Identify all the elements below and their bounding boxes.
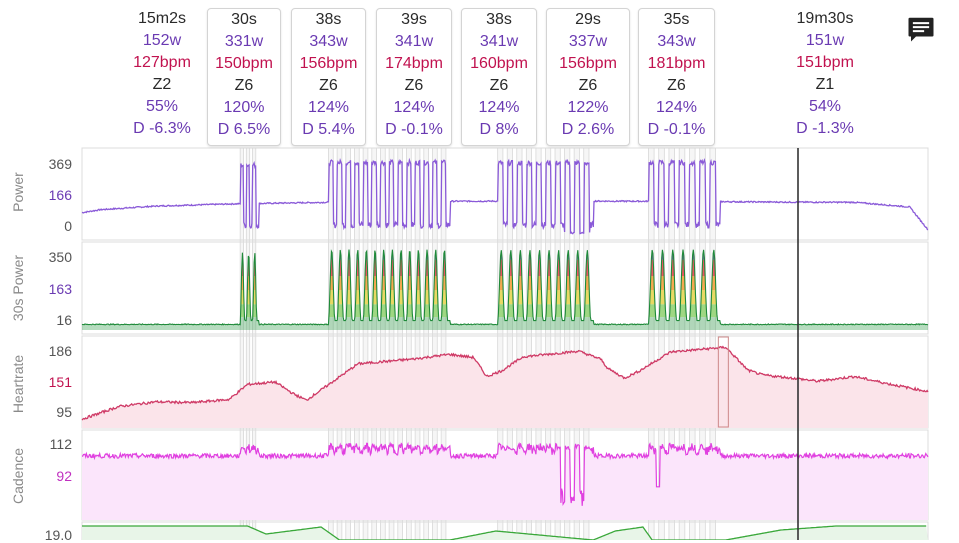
interval-zone: Z6 xyxy=(319,77,338,94)
interval-power: 341w xyxy=(479,33,519,50)
interval-zone: Z6 xyxy=(578,77,598,94)
interval-box[interactable]: 39s 341w 174bpm Z6 124% D -0.1% xyxy=(376,8,452,146)
interval-hr: 181bpm xyxy=(647,55,706,72)
interval-pct: 124% xyxy=(308,99,349,116)
interval-pct: 55% xyxy=(145,98,179,115)
interval-power: 343w xyxy=(657,33,696,50)
interval-box[interactable]: 29s 337w 156bpm Z6 122% D 2.6% xyxy=(546,8,630,146)
interval-drift: D 6.5% xyxy=(217,121,271,138)
interval-drift: D -6.3% xyxy=(133,120,191,137)
interval-drift: D 8% xyxy=(479,121,519,138)
power30-zone-band xyxy=(82,276,928,291)
power30-tick-min: 16 xyxy=(56,312,72,328)
hr-tick-mid: 151 xyxy=(48,374,72,390)
interval-pct: 124% xyxy=(656,99,697,116)
power-series-line xyxy=(81,157,929,235)
panel-frame-power xyxy=(81,147,929,241)
interval-pct: 54% xyxy=(808,98,842,115)
interval-power: 337w xyxy=(568,33,608,50)
power30-tick-max: 350 xyxy=(48,249,72,265)
cadence-series-line xyxy=(81,441,929,507)
power-tick-max: 369 xyxy=(48,156,72,172)
heartrate-series-line xyxy=(81,345,929,421)
speed-area xyxy=(82,526,928,540)
interval-power: 151w xyxy=(805,32,845,49)
interval-power: 343w xyxy=(309,33,348,50)
interval-drift: D -0.1% xyxy=(647,121,706,138)
interval-pct: 124% xyxy=(393,99,435,116)
interval-hr: 174bpm xyxy=(385,55,443,72)
interval-duration: 38s xyxy=(486,11,512,28)
speed-series-line xyxy=(82,525,927,540)
speed-tick-max: 19.0 xyxy=(44,527,72,543)
interval-duration: 35s xyxy=(663,11,690,28)
interval-box[interactable]: 35s 343w 181bpm Z6 124% D -0.1% xyxy=(638,8,715,146)
interval-power: 341w xyxy=(394,33,434,50)
interval-hr: 150bpm xyxy=(215,55,273,72)
cadence-tick-mid: 92 xyxy=(56,468,72,484)
interval-zone: Z6 xyxy=(404,77,424,94)
interval-box[interactable]: 38s 343w 156bpm Z6 124% D 5.4% xyxy=(291,8,366,146)
interval-power: 152w xyxy=(142,32,182,49)
heartrate-area xyxy=(82,346,928,428)
hr-tick-max: 186 xyxy=(48,343,72,359)
interval-duration: 38s xyxy=(315,11,342,28)
interval-zone: Z6 xyxy=(489,77,509,94)
interval-drift: D -1.3% xyxy=(796,120,854,137)
power30-zone-band xyxy=(82,249,928,260)
power30-series-line xyxy=(81,249,929,326)
power-tick-mid: 166 xyxy=(48,187,72,203)
interval-zone: Z2 xyxy=(152,76,172,93)
interval-duration: 30s xyxy=(231,11,257,28)
hr-effort-marker xyxy=(717,336,729,428)
interval-box[interactable]: 19m30s 151w 151bpm Z1 54% D -1.3% xyxy=(780,8,870,146)
interval-duration: 39s xyxy=(401,11,427,28)
interval-pct: 120% xyxy=(223,99,265,116)
power-tick-min: 0 xyxy=(64,218,72,234)
panel-frame-p30 xyxy=(81,241,929,335)
comment-button[interactable] xyxy=(906,14,936,44)
interval-hr: 156bpm xyxy=(559,55,617,72)
interval-duration: 29s xyxy=(575,11,601,28)
power30-zone-band xyxy=(82,304,928,318)
interval-zone: Z1 xyxy=(815,76,835,93)
power30-zone-band xyxy=(82,290,928,305)
interval-drift: D 2.6% xyxy=(561,121,615,138)
interval-drift: D 5.4% xyxy=(302,121,355,138)
interval-hr: 151bpm xyxy=(796,54,854,71)
interval-drift: D -0.1% xyxy=(385,121,443,138)
interval-box[interactable]: 30s 331w 150bpm Z6 120% D 6.5% xyxy=(207,8,281,146)
comment-icon xyxy=(908,17,934,42)
interval-zone: Z6 xyxy=(667,77,686,94)
interval-hr: 156bpm xyxy=(299,55,358,72)
interval-duration: 15m2s xyxy=(137,10,187,27)
interval-zone: Z6 xyxy=(234,77,254,94)
interval-pct: 122% xyxy=(567,99,609,116)
cadence-tick-max: 112 xyxy=(49,436,72,452)
power30-zone-band xyxy=(82,259,928,277)
interval-hr: 127bpm xyxy=(133,54,191,71)
interval-box[interactable]: 38s 341w 160bpm Z6 124% D 8% xyxy=(461,8,537,146)
power30-tick-mid: 163 xyxy=(48,281,72,297)
interval-hr: 160bpm xyxy=(470,55,528,72)
interval-pct: 124% xyxy=(478,99,520,116)
cadence-area xyxy=(82,443,928,520)
interval-power: 331w xyxy=(224,33,264,50)
interval-duration: 19m30s xyxy=(796,10,854,27)
interval-box[interactable]: 15m2s 152w 127bpm Z2 55% D -6.3% xyxy=(130,8,194,146)
hr-tick-min: 95 xyxy=(56,404,72,420)
